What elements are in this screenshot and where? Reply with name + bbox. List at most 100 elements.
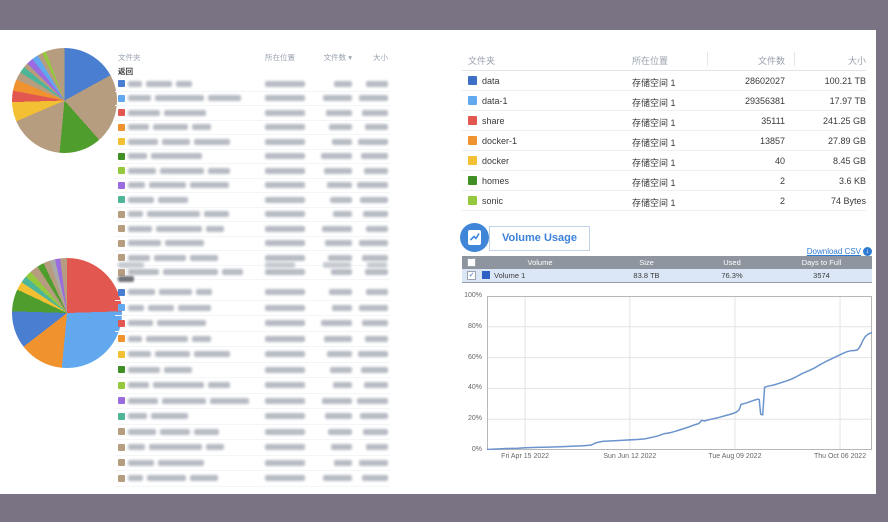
select-all-checkbox[interactable] (467, 258, 476, 267)
folder-row-redacted[interactable] (115, 222, 390, 237)
redacted-text-bar (128, 124, 149, 131)
redacted-text-bar (362, 475, 388, 482)
folder-row-redacted[interactable] (115, 135, 390, 150)
folder-row[interactable]: homes 存储空间 1 2 3.6 KB (462, 171, 866, 191)
folder-row[interactable]: sonic 存储空间 1 2 74 Bytes (462, 191, 866, 211)
redacted-text-bar (128, 366, 160, 373)
volume-checkbox[interactable]: ✓ (467, 271, 476, 280)
folder-row[interactable]: docker 存储空间 1 40 8.45 GB (462, 151, 866, 171)
redacted-text-bar (265, 240, 305, 247)
redacted-text-bar (208, 95, 241, 102)
folder-row[interactable]: data-1 存储空间 1 29356381 17.97 TB (462, 91, 866, 111)
folder-row-redacted[interactable] (115, 193, 390, 208)
folder-row-redacted[interactable] (115, 394, 390, 409)
redacted-text-bar (265, 254, 305, 261)
y-axis-tick-label: 60% (467, 353, 482, 361)
folder-row-redacted[interactable] (115, 378, 390, 394)
table-header-row: 文件夹 所在位置 文件数 大小 (462, 48, 866, 71)
folder-color-chip (118, 181, 125, 189)
redacted-text-bar (363, 428, 388, 435)
redacted-text-bar (149, 182, 186, 189)
folder-row-redacted[interactable] (115, 251, 390, 266)
folder-row[interactable]: data 存储空间 1 28602027 100.21 TB (462, 71, 866, 91)
redacted-text-bar (149, 444, 202, 451)
folder-table: 文件夹 所在位置 文件数 大小 data 存储空间 1 28602027 100.21… (462, 48, 866, 211)
folder-row-redacted[interactable] (115, 266, 390, 280)
redacted-text-bar (128, 196, 154, 203)
folder-color-chip (468, 96, 477, 105)
folder-row-redacted[interactable] (115, 164, 390, 179)
pie-chart-top-folders-1[interactable] (12, 48, 117, 153)
back-row[interactable]: 返回 (115, 64, 390, 77)
redacted-text-bar (265, 304, 305, 311)
redacted-text-bar (265, 95, 305, 102)
redacted-text-bar (357, 397, 388, 404)
pie-chart-top-folders-2[interactable] (12, 258, 122, 368)
column-header-location[interactable]: 所在位置 (632, 56, 669, 66)
folder-row-redacted[interactable] (115, 285, 390, 301)
folder-color-chip (118, 138, 125, 146)
redacted-text-bar (361, 366, 388, 373)
column-header-count[interactable]: 文件数 ▾ (323, 53, 352, 62)
folder-row-redacted[interactable] (115, 471, 390, 487)
redacted-text-bar (128, 428, 156, 435)
folder-row-redacted[interactable] (115, 106, 390, 121)
folder-name: docker (482, 156, 510, 166)
redacted-text-bar (196, 289, 212, 296)
redacted-text-bar (128, 289, 155, 296)
folder-row-redacted[interactable] (115, 425, 390, 440)
redacted-text-bar (333, 382, 352, 389)
folder-name: data-1 (482, 96, 508, 106)
folder-row-redacted[interactable] (115, 332, 390, 347)
folder-color-chip (468, 196, 477, 205)
redacted-text-bar (128, 182, 145, 189)
folder-row-redacted[interactable] (115, 179, 390, 193)
folder-color-chip (118, 459, 125, 467)
folder-row-redacted[interactable] (115, 456, 390, 471)
column-header-location[interactable]: 所在位置 (265, 53, 295, 62)
folder-row-redacted[interactable] (115, 77, 390, 92)
column-header-folder[interactable]: 文件夹 (468, 56, 496, 66)
folder-row-redacted[interactable] (115, 347, 390, 363)
volume-usage-title[interactable]: Volume Usage (489, 226, 590, 251)
redacted-text-bar (330, 196, 352, 203)
folder-row-redacted[interactable] (115, 440, 390, 456)
folder-location: 存储空间 1 (632, 198, 676, 208)
redacted-text-bar (362, 320, 388, 327)
folder-file-count: 2 (779, 176, 785, 186)
folder-row-redacted[interactable] (115, 301, 390, 316)
redacted-text-bar (328, 428, 352, 435)
folder-row-redacted[interactable] (115, 92, 390, 106)
folder-color-chip (118, 319, 125, 327)
column-header-count[interactable]: 文件数 (757, 56, 785, 66)
folder-row-redacted[interactable] (115, 150, 390, 164)
folder-row[interactable]: share 存储空间 1 35111 241.25 GB (462, 111, 866, 131)
column-header-size[interactable]: 大小 (373, 53, 388, 62)
redacted-text-bar (363, 211, 388, 218)
folder-location: 存储空间 1 (632, 98, 676, 108)
folder-row[interactable]: docker-1 存储空间 1 13857 27.89 GB (462, 131, 866, 151)
redacted-text-bar (366, 289, 388, 296)
column-header-folder[interactable]: 文件夹 (118, 53, 141, 62)
redacted-text-bar (190, 254, 218, 261)
volume-used: 76.3% (721, 271, 743, 280)
column-header-size[interactable]: 大小 (847, 56, 866, 66)
folder-row-redacted[interactable] (115, 121, 390, 135)
folder-row-redacted[interactable] (115, 363, 390, 378)
usage-line-chart[interactable] (486, 296, 873, 451)
back-row-redacted[interactable] (115, 272, 390, 285)
folder-row-redacted[interactable] (115, 237, 390, 251)
folder-color-chip (118, 268, 125, 276)
download-csv: Download CSV ↓ (806, 247, 872, 257)
folder-size: 3.6 KB (838, 176, 866, 186)
folder-row-redacted[interactable] (115, 208, 390, 222)
folder-row-redacted[interactable] (115, 316, 390, 332)
folder-row-redacted[interactable] (115, 409, 390, 425)
download-csv-link[interactable]: Download CSV (806, 247, 861, 256)
download-icon[interactable]: ↓ (863, 247, 872, 257)
redacted-text-bar (128, 225, 152, 232)
folder-color-chip (118, 474, 125, 482)
redacted-text-bar (329, 289, 352, 296)
volume-row[interactable]: ✓ Volume 1 83.8 TB 76.3% 3574 (462, 269, 872, 283)
redacted-text-bar (324, 335, 352, 342)
